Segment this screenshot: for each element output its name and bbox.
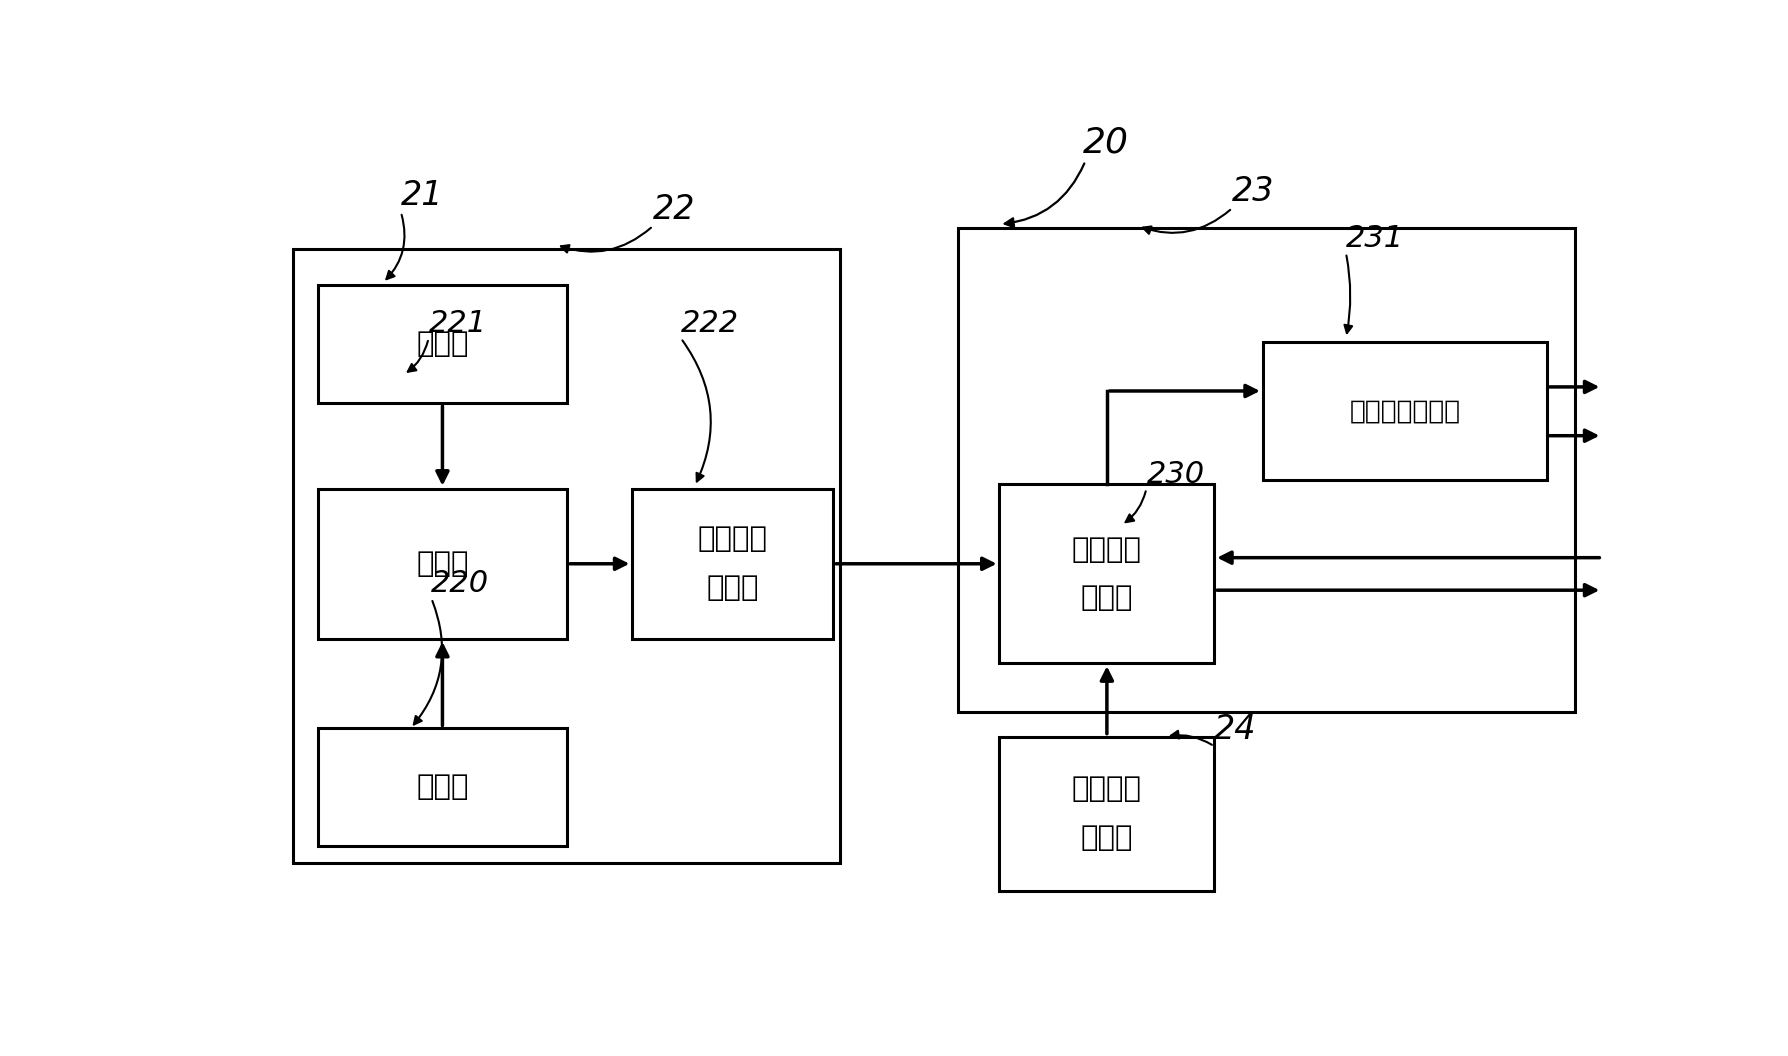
Text: 222: 222 (681, 309, 738, 338)
Bar (999, 485, 1214, 663)
Text: 激光器: 激光器 (417, 331, 468, 358)
Text: 第一光电探测器: 第一光电探测器 (1350, 398, 1461, 425)
Text: 第一光纤: 第一光纤 (1071, 775, 1143, 804)
Text: 21: 21 (401, 180, 443, 212)
Text: 调制器: 调制器 (417, 550, 468, 578)
Text: 221: 221 (429, 309, 486, 338)
Bar (958, 228, 1575, 712)
Text: 第一波分: 第一波分 (1071, 535, 1143, 564)
Text: 驱动器: 驱动器 (417, 773, 468, 802)
Text: 复用器: 复用器 (1080, 584, 1134, 612)
Text: 20: 20 (1084, 126, 1128, 159)
Bar (318, 489, 567, 639)
Text: 放大器: 放大器 (706, 574, 758, 602)
Text: 放大器: 放大器 (1080, 824, 1134, 852)
Text: 22: 22 (653, 193, 696, 226)
Text: 24: 24 (1214, 713, 1257, 747)
Bar (999, 737, 1214, 891)
Bar (318, 729, 567, 846)
Bar (293, 248, 840, 863)
Text: 220: 220 (431, 569, 490, 599)
Text: 231: 231 (1346, 224, 1404, 252)
Text: 第二光纤: 第二光纤 (697, 526, 767, 553)
Bar (318, 285, 567, 403)
Text: 230: 230 (1146, 459, 1205, 489)
Text: 23: 23 (1232, 175, 1275, 208)
Bar (633, 489, 833, 639)
Bar (1262, 342, 1547, 480)
